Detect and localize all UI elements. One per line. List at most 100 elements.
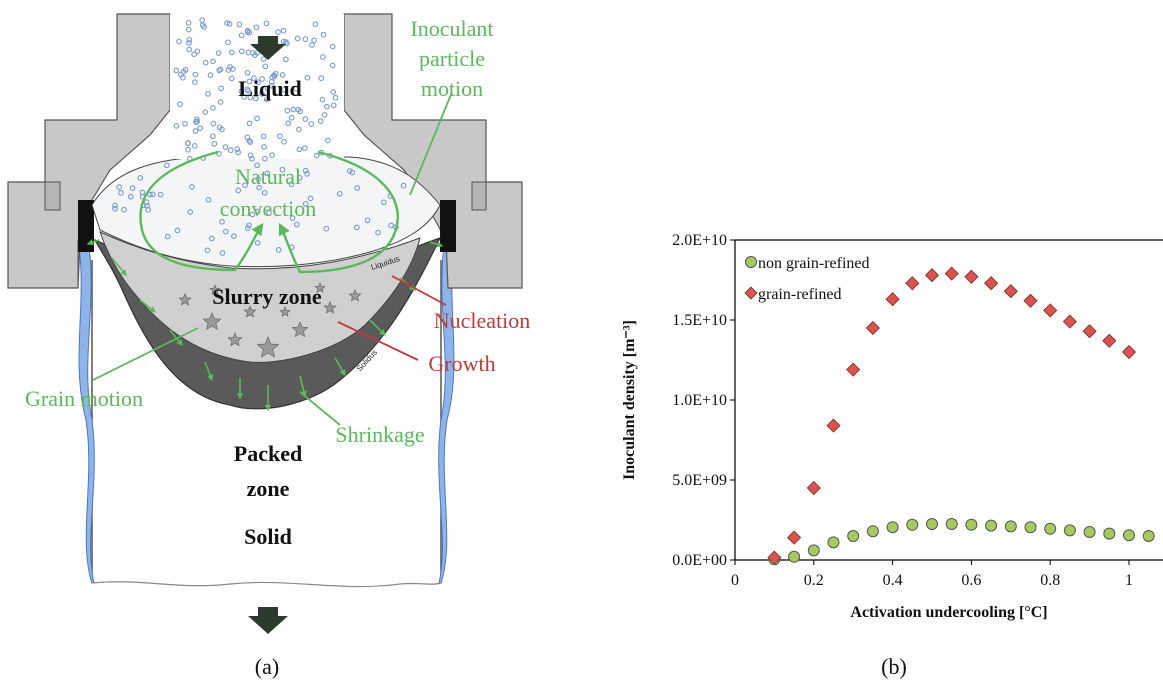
inoculant-particle xyxy=(284,107,291,114)
inoculant-particle xyxy=(210,133,216,140)
point-non-grain-refined xyxy=(1063,524,1076,537)
point-non-grain-refined xyxy=(1004,520,1017,533)
inoculant-particle xyxy=(308,121,315,127)
inoculant-particle xyxy=(336,190,343,197)
legend-label-grain-refined: grain-refined xyxy=(758,286,842,303)
liquid-label: Liquid xyxy=(238,76,302,101)
inoculant-particle xyxy=(252,52,258,58)
inoculant-particle xyxy=(199,22,206,29)
inoculant-particle xyxy=(296,126,302,133)
inoculant-particle xyxy=(259,76,265,82)
legend-marker-non-grain-refined xyxy=(745,256,757,268)
inoculant-particle xyxy=(293,221,300,228)
point-grain-refined xyxy=(984,276,999,291)
inoculant-particle xyxy=(247,139,254,145)
inoculant-particle xyxy=(205,196,212,203)
grain-icon xyxy=(256,336,280,358)
inoculant-particle xyxy=(193,116,200,123)
inoculant-particle xyxy=(254,162,260,169)
inoculant-particle xyxy=(186,46,193,53)
point-grain-refined xyxy=(865,320,880,336)
grain-icon xyxy=(178,293,192,306)
y-tick-label: 5.0E+09 xyxy=(672,472,727,489)
packed-zone-label-line-2: zone xyxy=(247,476,290,501)
inoculant-particle xyxy=(173,67,180,74)
point-grain-refined xyxy=(1003,284,1018,299)
inoculant-particle xyxy=(191,51,197,58)
point-grain-refined xyxy=(964,269,979,284)
y-axis-title: Inoculant density [m⁻³] xyxy=(621,320,638,480)
inoculant-particle xyxy=(302,36,309,42)
inoculant-particle xyxy=(309,42,315,48)
inoculant-particle xyxy=(259,90,265,97)
inoculant-particle xyxy=(217,99,224,105)
inoculant-particle xyxy=(238,88,245,95)
inoculant-particle xyxy=(225,39,231,46)
inoculant-particle xyxy=(127,193,134,200)
inoculant-particle xyxy=(118,190,124,196)
point-grain-refined xyxy=(826,418,841,433)
inoculant-particle xyxy=(354,185,361,191)
x-tick-label: 0.6 xyxy=(961,572,981,589)
inoculant-particle xyxy=(247,94,254,101)
inoculant-particle xyxy=(210,105,216,111)
inoculant-particle xyxy=(260,56,267,62)
shrinkage-label: Shrinkage xyxy=(335,422,424,447)
inoculant-particle xyxy=(349,169,356,176)
mould-left xyxy=(7,13,171,289)
grain-icon xyxy=(202,312,222,331)
inoculant-particle xyxy=(186,36,193,43)
point-grain-refined xyxy=(1121,344,1137,360)
inoculant-particle xyxy=(194,118,200,125)
inoculant-particle xyxy=(215,50,222,56)
inoculant-particle xyxy=(174,227,181,234)
point-non-grain-refined xyxy=(1123,529,1135,542)
inoculant-particle xyxy=(255,176,262,182)
inoculant-particle xyxy=(296,146,303,153)
caption-a: (a) xyxy=(255,654,279,679)
inoculant-particle xyxy=(261,143,267,150)
convection-label-line-1: Natural xyxy=(235,164,301,189)
nucleation-callout-line xyxy=(391,275,447,306)
inoculant-label-line-1: Inoculant xyxy=(410,16,493,41)
inoculant-particle xyxy=(202,109,209,115)
legend: non grain-refined grain-refined xyxy=(744,255,870,303)
inoculant-particle xyxy=(137,175,144,181)
inoculant-particle xyxy=(320,54,326,60)
inflow-arrow-icon xyxy=(250,36,286,60)
inoculant-particle xyxy=(264,85,271,92)
inoculant-particle xyxy=(288,181,295,188)
inoculant-particle xyxy=(279,71,286,78)
inoculant-particle xyxy=(260,133,267,140)
inoculant-particle xyxy=(218,85,224,92)
point-grain-refined xyxy=(1062,314,1077,329)
point-non-grain-refined xyxy=(965,518,978,531)
inoculant-particle xyxy=(296,175,303,181)
inoculant-particle xyxy=(202,59,209,66)
inoculant-particle xyxy=(184,140,191,147)
inoculant-callout-line xyxy=(409,91,453,196)
grain-icon xyxy=(243,305,257,318)
grain-motion-callout-line xyxy=(92,327,199,381)
inoculant-particle xyxy=(219,218,225,225)
inoculant-particle xyxy=(304,171,310,177)
inoculant-particle xyxy=(302,116,309,122)
point-non-grain-refined xyxy=(866,525,879,538)
cut-line xyxy=(91,581,442,588)
grain-icon xyxy=(227,332,243,347)
inoculant-particle xyxy=(244,86,251,93)
growth-label: Growth xyxy=(428,351,495,376)
inoculant-particle xyxy=(280,27,287,34)
point-grain-refined xyxy=(885,292,900,307)
inoculant-particle xyxy=(216,124,223,131)
inoculant-particle xyxy=(225,67,232,73)
inoculant-particle xyxy=(302,167,309,174)
inoculant-particle xyxy=(330,102,337,109)
inoculant-particle xyxy=(116,184,123,190)
inoculant-particle xyxy=(302,200,309,207)
point-non-grain-refined xyxy=(926,518,938,530)
inoculant-particle xyxy=(244,29,251,35)
legend-label-non-grain-refined: non grain-refined xyxy=(758,255,870,272)
inoculant-particle xyxy=(112,205,118,212)
point-non-grain-refined xyxy=(847,530,860,542)
